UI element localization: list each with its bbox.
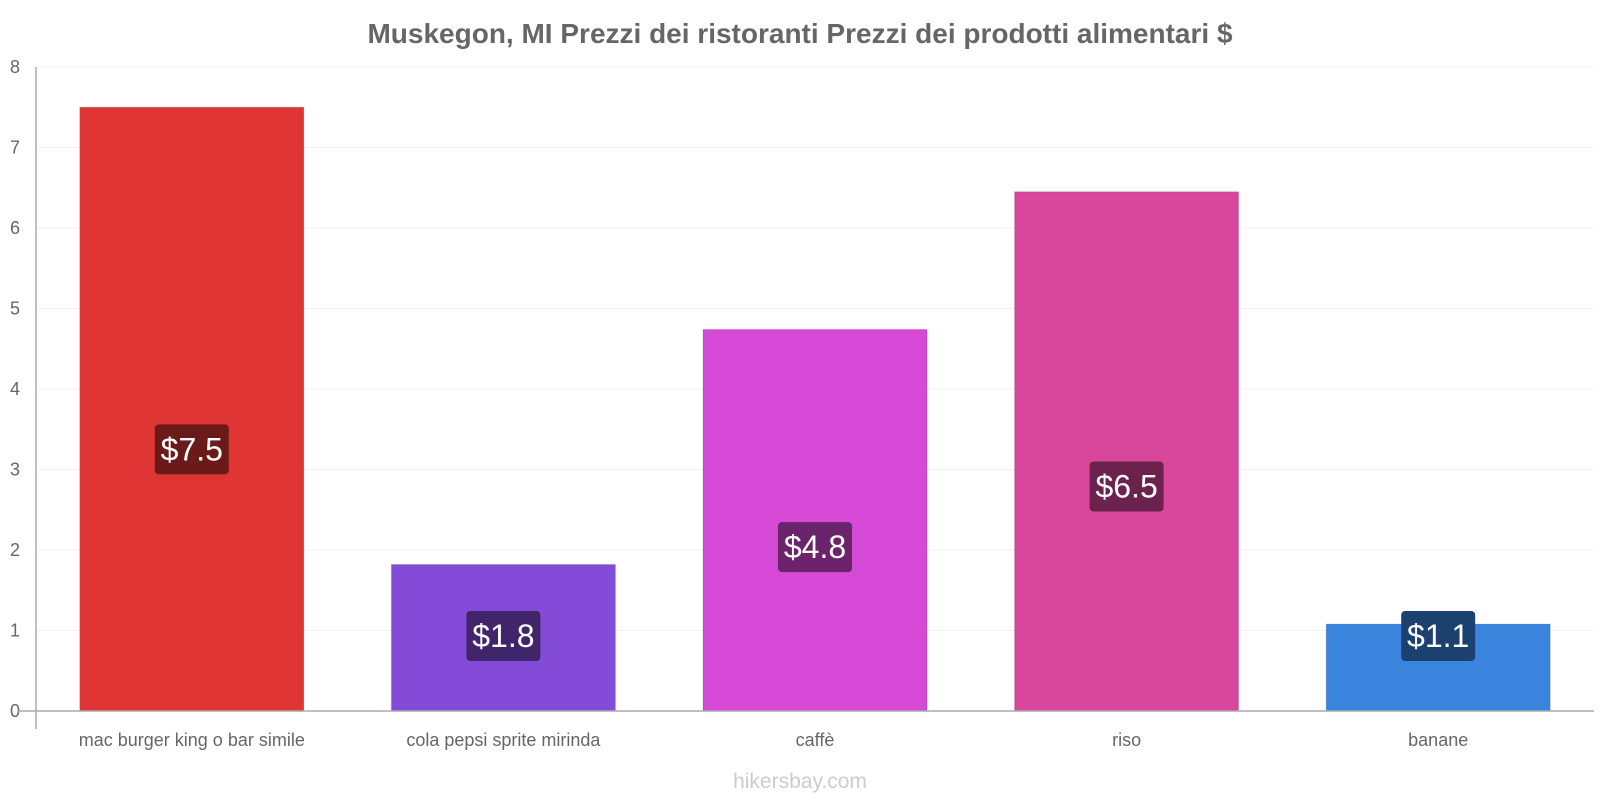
value-label: $6.5 <box>1095 469 1157 505</box>
y-tick-label: 8 <box>10 57 20 77</box>
y-tick-label: 4 <box>10 379 20 399</box>
bars <box>79 106 1551 712</box>
x-tick-label: caffè <box>796 730 835 750</box>
x-axis: mac burger king o bar simile cola pepsi s… <box>18 710 1594 750</box>
y-tick-label: 5 <box>10 299 20 319</box>
value-label-box <box>1089 461 1164 512</box>
value-labels: $7.5 $1.8 $4.8 $6.5 $1.1 <box>154 424 1476 661</box>
chart-title: Muskegon, MI Prezzi dei ristoranti Prezz… <box>367 18 1232 49</box>
value-label-box <box>1401 611 1476 661</box>
x-tick-label: mac burger king o bar simile <box>79 730 305 750</box>
y-tick-label: 0 <box>10 701 20 721</box>
value-label-box <box>778 522 852 573</box>
y-tick-label: 7 <box>10 138 20 158</box>
watermark: hikersbay.com <box>733 770 867 793</box>
bar <box>1014 191 1240 712</box>
y-tick-label: 3 <box>10 460 20 480</box>
x-tick-label: cola pepsi sprite mirinda <box>406 730 601 750</box>
value-label: $7.5 <box>161 431 223 467</box>
value-label: $1.8 <box>472 618 534 654</box>
y-tick-label: 6 <box>10 218 20 238</box>
x-tick-label: riso <box>1112 730 1141 750</box>
y-axis: 0 1 2 3 4 5 6 7 8 <box>10 57 37 729</box>
value-label-box <box>154 424 229 475</box>
y-tick-label: 2 <box>10 540 20 560</box>
bar <box>702 328 928 712</box>
x-tick-label: banane <box>1408 730 1468 750</box>
y-tick-label: 1 <box>10 621 20 641</box>
value-label-box <box>466 611 541 661</box>
value-label: $4.8 <box>784 529 846 565</box>
bar <box>79 106 305 712</box>
value-label: $1.1 <box>1407 618 1469 654</box>
